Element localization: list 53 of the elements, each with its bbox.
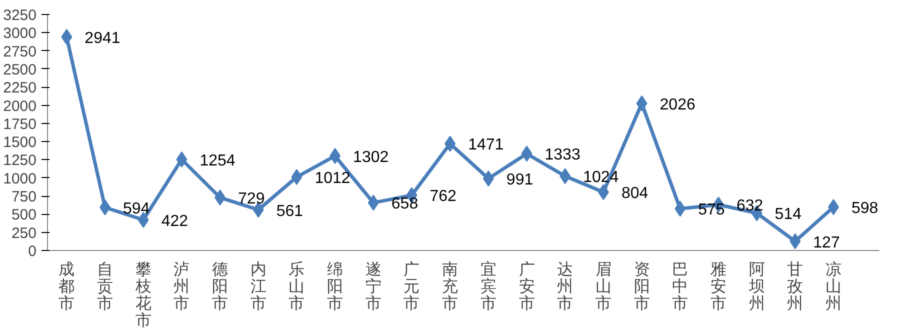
- x-tick-label: 乐山市: [288, 260, 305, 312]
- data-label: 514: [774, 206, 802, 224]
- x-tick-label: 成都市: [58, 260, 75, 312]
- y-tick-label: 2250: [3, 80, 37, 97]
- x-tick-label: 遂宁市: [365, 262, 382, 312]
- data-label: 127: [813, 234, 840, 252]
- y-tick-label: 0: [28, 243, 36, 260]
- y-tick-label: 250: [11, 224, 37, 242]
- y-tick-label: 2750: [3, 43, 37, 60]
- x-tick-label: 广安市: [518, 260, 535, 312]
- data-label: 598: [851, 200, 878, 218]
- x-tick-label: 绵阳市: [327, 260, 344, 312]
- y-tick-label: 1000: [3, 170, 37, 188]
- x-tick-label: 凉山州: [825, 260, 842, 312]
- x-tick-label: 阿坝州: [748, 262, 765, 312]
- y-tick-label: 500: [11, 206, 37, 224]
- x-tick-label: 自贡市: [97, 260, 114, 312]
- y-tick-label: 3250: [3, 7, 37, 24]
- x-tick-label: 达州市: [557, 260, 574, 312]
- y-tick-label: 2000: [3, 98, 37, 115]
- x-tick-label: 宜宾市: [480, 260, 496, 312]
- y-tick-label: 3000: [3, 25, 37, 42]
- data-label: 658: [391, 196, 418, 213]
- x-tick-label: 眉山市: [595, 262, 612, 312]
- x-tick-label: 泸州市: [174, 260, 190, 312]
- x-tick-label: 内江市: [250, 260, 266, 312]
- y-tick-label: 1500: [3, 134, 37, 152]
- data-label: 1333: [544, 146, 580, 164]
- data-label: 762: [430, 188, 457, 206]
- x-tick-label: 攀枝花市: [134, 260, 152, 330]
- data-label: 422: [161, 212, 188, 230]
- data-label: 2941: [84, 30, 120, 47]
- y-tick-label: 1750: [3, 116, 37, 133]
- x-tick-label: 甘孜州: [787, 260, 804, 312]
- data-label: 729: [238, 190, 265, 208]
- data-label: 1254: [200, 152, 236, 170]
- data-label: 594: [123, 200, 150, 218]
- data-label: 1471: [468, 136, 504, 154]
- data-label: 1012: [314, 170, 350, 188]
- x-tick-label: 广元市: [404, 260, 420, 312]
- x-tick-label: 巴中市: [672, 262, 688, 312]
- data-label: 561: [276, 202, 304, 220]
- x-tick-label: 德阳市: [212, 262, 228, 312]
- x-tick-label: 雅安市: [710, 262, 726, 312]
- data-label: 2026: [660, 96, 696, 114]
- data-label: 991: [506, 172, 534, 189]
- y-tick-label: 1250: [3, 152, 37, 170]
- x-tick-label: 南充市: [442, 260, 458, 312]
- y-tick-label: 750: [11, 188, 37, 206]
- x-tick-label: 资阳市: [634, 260, 650, 312]
- data-label: 1302: [353, 148, 389, 166]
- data-label: 804: [621, 185, 648, 202]
- y-tick-label: 2500: [3, 61, 37, 78]
